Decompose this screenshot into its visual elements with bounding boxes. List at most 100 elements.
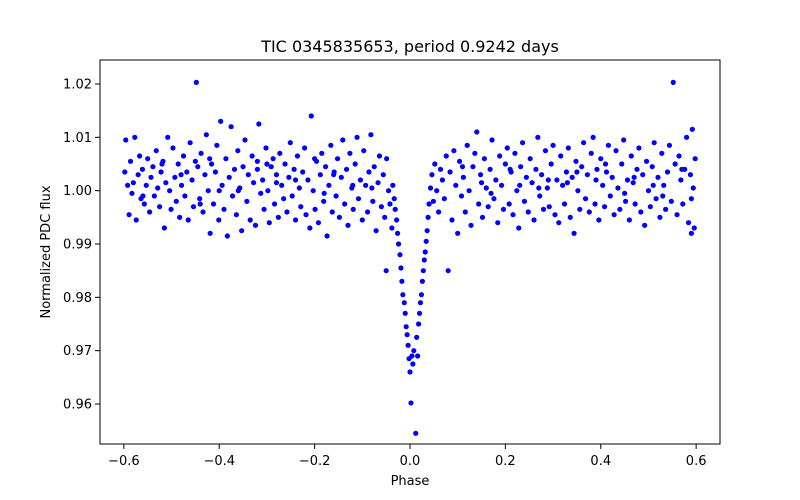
data-point	[687, 172, 694, 178]
data-point	[256, 121, 262, 127]
data-point	[546, 204, 552, 210]
data-point	[523, 174, 529, 180]
y-tick-label: 1.01	[63, 131, 92, 146]
data-point	[567, 214, 573, 220]
data-point	[173, 198, 179, 204]
data-point	[178, 172, 184, 178]
data-point	[175, 161, 181, 167]
data-point	[132, 134, 138, 140]
data-point	[540, 206, 547, 212]
data-point	[387, 201, 393, 207]
data-point	[405, 342, 411, 348]
data-point	[647, 204, 653, 210]
data-point	[676, 153, 682, 159]
data-point	[659, 150, 665, 156]
data-point	[468, 222, 474, 228]
data-point	[548, 161, 554, 167]
y-tick-label: 1.02	[63, 78, 92, 93]
data-point	[423, 238, 429, 244]
data-point	[205, 188, 211, 194]
data-point	[326, 182, 332, 188]
data-point	[462, 209, 468, 215]
data-point	[228, 124, 234, 130]
data-point	[411, 348, 417, 354]
data-point	[263, 145, 269, 151]
data-point	[308, 113, 314, 119]
data-point	[420, 268, 426, 274]
data-point	[413, 430, 419, 436]
data-point	[542, 148, 549, 154]
data-point	[216, 188, 222, 194]
data-point	[370, 198, 376, 204]
data-point	[343, 166, 350, 172]
data-point	[167, 188, 173, 194]
data-point	[159, 161, 165, 167]
y-tick-label: 1.00	[63, 184, 92, 199]
data-point	[668, 198, 674, 204]
data-point	[147, 209, 153, 215]
data-point	[550, 142, 556, 148]
data-point	[395, 230, 401, 236]
data-point	[151, 193, 157, 199]
data-point	[408, 400, 414, 406]
data-point	[539, 172, 545, 178]
data-point	[184, 169, 190, 175]
data-point	[294, 153, 301, 159]
data-point	[190, 204, 197, 210]
data-point	[165, 134, 171, 140]
data-point	[577, 206, 583, 212]
data-point	[565, 145, 571, 151]
data-point	[302, 145, 308, 151]
data-point	[464, 142, 470, 148]
data-point	[517, 182, 523, 188]
data-point	[342, 201, 348, 207]
data-point	[563, 169, 570, 175]
data-point	[498, 182, 505, 188]
data-point	[586, 209, 592, 215]
data-point	[240, 164, 246, 170]
data-point	[317, 172, 323, 178]
x-tick-label: −0.6	[108, 454, 140, 469]
x-tick-label: −0.4	[203, 454, 235, 469]
data-point	[394, 217, 400, 223]
data-point	[224, 233, 230, 239]
data-point	[303, 212, 309, 218]
data-point	[161, 225, 167, 231]
x-tick-label: 0.0	[400, 454, 421, 469]
data-point	[590, 134, 596, 140]
data-point	[249, 153, 255, 159]
data-point	[489, 137, 495, 143]
data-point	[282, 161, 288, 167]
data-point	[531, 217, 537, 223]
data-point	[141, 201, 147, 207]
x-tick-label: 0.2	[495, 454, 516, 469]
data-point	[507, 166, 513, 172]
data-point	[195, 164, 201, 170]
data-point	[685, 220, 692, 226]
data-point	[127, 158, 134, 164]
data-point	[421, 257, 427, 263]
data-point	[626, 217, 632, 223]
data-point	[182, 193, 188, 199]
data-point	[573, 158, 579, 164]
data-point	[622, 190, 628, 196]
data-point	[579, 164, 585, 170]
data-point	[268, 164, 274, 170]
data-point	[355, 196, 362, 202]
data-point	[453, 182, 459, 188]
data-point	[575, 188, 581, 194]
data-point	[436, 209, 442, 215]
data-point	[451, 148, 457, 154]
data-point	[632, 201, 638, 207]
data-point	[684, 134, 690, 140]
data-point	[153, 148, 159, 154]
data-point	[136, 153, 143, 159]
data-point	[328, 142, 334, 148]
data-point	[368, 132, 374, 138]
data-point	[209, 161, 215, 167]
data-point	[361, 148, 367, 154]
data-point	[366, 169, 372, 175]
data-point	[459, 164, 466, 170]
data-point	[266, 220, 272, 226]
